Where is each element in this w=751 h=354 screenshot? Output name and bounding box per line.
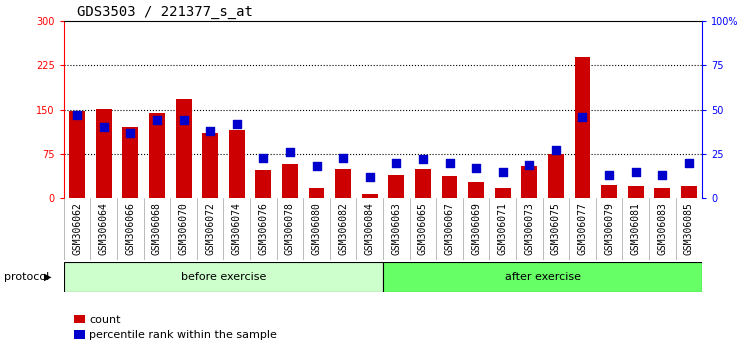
Point [258,155,270,160]
Point [71,112,83,118]
Point [656,172,668,178]
Point [204,128,216,134]
Bar [309,188,324,198]
Bar [335,169,351,198]
Text: GSM306084: GSM306084 [365,202,375,256]
Point [363,174,376,180]
Legend: count, percentile rank within the sample: count, percentile rank within the sample [69,310,282,345]
Bar [628,187,644,198]
Point [550,148,562,153]
Bar [64,262,383,292]
Point [470,165,482,171]
Bar [575,57,590,198]
Bar [468,182,484,198]
Point [523,162,535,167]
Text: before exercise: before exercise [181,272,266,282]
Point [444,160,456,166]
Text: GSM306067: GSM306067 [445,202,454,256]
Bar [229,130,245,198]
Point [683,160,695,166]
Bar [654,188,671,198]
Text: GSM306073: GSM306073 [524,202,534,256]
Bar [149,113,165,198]
Text: ▶: ▶ [44,272,51,282]
Bar [415,169,431,198]
Point [629,169,641,175]
Text: GSM306085: GSM306085 [684,202,694,256]
Bar [601,185,617,198]
Bar [383,262,702,292]
Text: after exercise: after exercise [505,272,581,282]
Point [496,169,508,175]
Text: GSM306080: GSM306080 [312,202,321,256]
Point [284,149,296,155]
Text: GSM306078: GSM306078 [285,202,295,256]
Bar [548,154,564,198]
Bar [282,164,298,198]
Point [151,118,163,123]
Point [125,130,137,136]
Text: GDS3503 / 221377_s_at: GDS3503 / 221377_s_at [77,5,252,19]
Bar [362,194,378,198]
Bar [69,111,85,198]
Point [603,172,615,178]
Point [310,164,322,169]
Point [337,155,349,160]
Text: GSM306077: GSM306077 [578,202,587,256]
Bar [96,109,112,198]
Bar [202,133,218,198]
Point [177,118,189,123]
Text: protocol: protocol [4,272,49,282]
Bar [521,166,537,198]
Text: GSM306064: GSM306064 [98,202,109,256]
Text: GSM306079: GSM306079 [604,202,614,256]
Text: GSM306065: GSM306065 [418,202,428,256]
Bar [681,187,697,198]
Text: GSM306082: GSM306082 [338,202,348,256]
Bar [122,127,138,198]
Bar [388,175,404,198]
Bar [176,99,192,198]
Text: GSM306062: GSM306062 [72,202,82,256]
Text: GSM306076: GSM306076 [258,202,268,256]
Text: GSM306075: GSM306075 [551,202,561,256]
Text: GSM306071: GSM306071 [498,202,508,256]
Bar [495,188,511,198]
Point [391,160,403,166]
Text: GSM306070: GSM306070 [179,202,189,256]
Text: GSM306072: GSM306072 [205,202,215,256]
Text: GSM306074: GSM306074 [232,202,242,256]
Text: GSM306069: GSM306069 [471,202,481,256]
Text: GSM306081: GSM306081 [631,202,641,256]
Text: GSM306066: GSM306066 [125,202,135,256]
Point [417,156,429,162]
Bar [255,170,271,198]
Point [577,114,589,120]
Point [98,125,110,130]
Text: GSM306068: GSM306068 [152,202,162,256]
Bar [442,176,457,198]
Point [231,121,243,127]
Text: GSM306063: GSM306063 [391,202,401,256]
Text: GSM306083: GSM306083 [657,202,668,256]
